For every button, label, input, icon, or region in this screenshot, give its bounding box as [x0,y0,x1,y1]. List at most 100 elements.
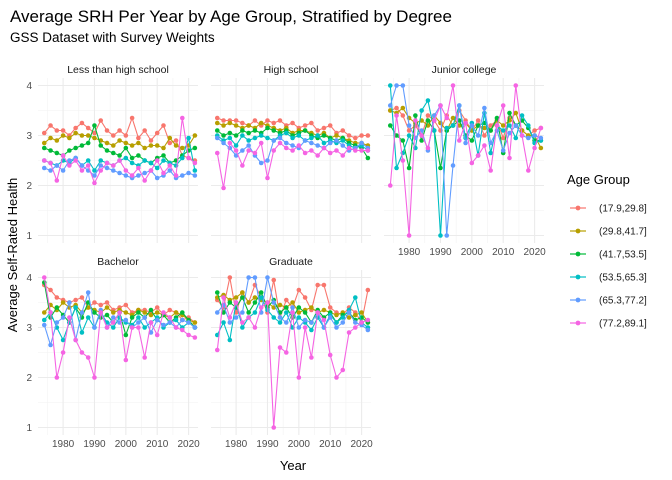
data-point [365,155,371,161]
data-point [73,130,78,136]
data-point [353,312,358,318]
data-point [79,330,85,335]
data-point [340,367,346,373]
data-point [265,125,270,131]
data-point [315,133,320,138]
data-point [104,312,110,318]
data-point [425,145,431,151]
data-point [214,290,220,295]
data-point [277,140,283,146]
data-point [161,145,166,151]
data-point [315,143,320,148]
data-point [271,148,277,153]
data-point [359,148,364,153]
data-point [98,143,104,148]
data-point [456,138,462,143]
y-axis-title: Average Self-Rated Health [5,178,20,332]
data-point [321,307,327,313]
data-point [532,133,537,138]
data-point [117,310,122,315]
data-point [340,128,346,133]
series [214,125,371,161]
data-point [258,133,264,138]
x-tick-label: 2010 [319,439,342,450]
facet-title: Less than high school [67,64,169,76]
data-point [54,178,60,183]
series [41,275,198,380]
data-point [240,148,245,153]
data-point [271,120,277,126]
data-point [246,315,251,320]
data-point [309,327,314,333]
data-point [192,168,198,173]
data-point [394,165,399,171]
data-point [252,118,258,123]
data-point [265,118,270,123]
data-point [252,150,258,156]
data-point [67,163,72,168]
data-point [252,310,258,315]
data-point [438,233,443,238]
data-point [142,325,147,330]
data-point [246,300,251,305]
data-point [154,143,160,148]
data-point [252,300,258,305]
data-point [283,310,289,315]
data-point [240,163,245,168]
data-point [148,143,154,148]
legend-key-point [575,274,581,280]
data-point [129,143,135,148]
facet-title: Junior college [432,64,497,76]
data-point [488,168,493,173]
x-tick-label: 2010 [492,247,515,258]
data-point [54,163,60,168]
data-point [54,305,60,310]
data-point [283,305,289,310]
data-point [98,118,104,123]
data-point [136,325,141,330]
data-point [302,325,308,330]
y-tick-label: 3 [26,131,32,142]
data-point [277,118,283,123]
data-point [394,105,399,111]
data-point [60,133,66,138]
data-point [154,305,160,310]
data-point [526,135,531,141]
data-point [271,425,277,430]
data-point [475,123,481,128]
data-point [85,355,91,360]
data-point [488,150,493,156]
data-point [117,158,122,163]
data-point [450,163,456,168]
chart-subtitle: GSS Dataset with Survey Weights [10,30,215,45]
data-point [186,332,191,338]
data-point [482,133,487,138]
data-point [346,145,352,151]
data-point [406,123,412,128]
data-point [488,140,493,146]
data-point [321,140,327,146]
data-point [180,115,185,121]
data-point [450,123,456,128]
data-point [79,143,85,148]
data-point [173,317,179,323]
data-point [359,310,364,315]
data-point [507,123,512,128]
data-point [173,325,179,330]
x-tick-label: 1990 [256,439,279,450]
y-tick-label: 2 [26,181,32,192]
data-point [327,352,333,358]
data-point [129,325,135,330]
data-point [482,105,487,111]
data-point [110,133,116,138]
x-tick-label: 1980 [225,439,248,450]
data-point [85,315,91,320]
data-point [425,113,431,118]
data-point [387,83,393,88]
data-point [104,140,110,146]
data-point [98,163,104,168]
data-point [233,295,239,300]
data-point [136,135,141,141]
y-tick-label: 3 [26,323,32,334]
